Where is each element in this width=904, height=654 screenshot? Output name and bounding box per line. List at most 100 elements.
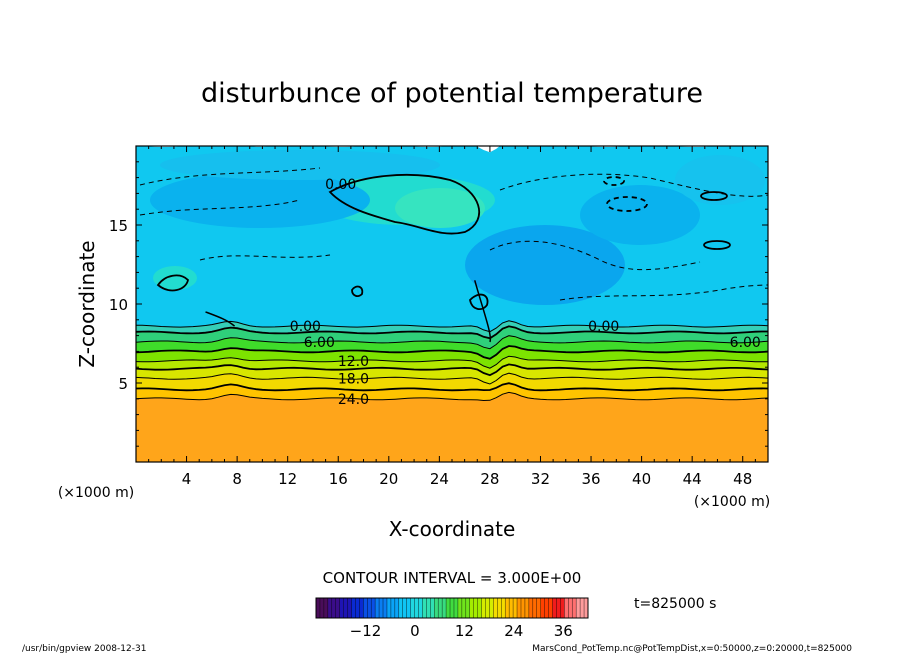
colorbar-swatch	[430, 598, 435, 618]
colorbar-swatch	[390, 598, 396, 618]
colorbar-swatch	[316, 598, 321, 618]
cool-patch-4	[160, 150, 440, 180]
colorbar-swatch	[410, 598, 415, 618]
colorbar-swatch	[497, 598, 502, 618]
colorbar-swatch	[323, 598, 329, 618]
x-tick-label: 16	[329, 470, 348, 488]
colorbar-swatch	[398, 598, 404, 618]
colorbar-swatch	[501, 598, 506, 618]
zero-oval-1	[700, 191, 728, 201]
contour-label: 12.0	[338, 354, 369, 370]
colorbar-swatch	[576, 598, 581, 618]
contour-label: 0.00	[290, 319, 321, 335]
zero-contours	[156, 173, 731, 311]
colorbar-tick-label: 24	[504, 622, 523, 640]
colorbar-swatch	[473, 598, 478, 618]
colorbar-swatch	[453, 598, 459, 618]
zero-loop-3	[351, 285, 364, 297]
colorbar-swatch	[355, 598, 360, 618]
colorbar-swatch	[513, 598, 518, 618]
colorbar-swatch	[572, 598, 577, 618]
chart-title: disturbunce of potential temperature	[201, 78, 703, 109]
colorbar-swatch	[540, 598, 545, 618]
dash-4	[489, 240, 701, 271]
colorbar-swatch	[505, 598, 510, 618]
colorbar-swatch	[363, 598, 368, 618]
colorbar-swatch	[450, 598, 455, 618]
upper-anomalies	[150, 150, 765, 305]
colorbar-swatch	[564, 598, 569, 618]
contour-label: 6.00	[730, 335, 761, 351]
contour-label: 18.0	[338, 371, 369, 387]
colorbar-swatch	[584, 598, 589, 618]
contour-line	[136, 391, 768, 402]
colorbar-swatch	[469, 598, 474, 618]
colorbar-swatch	[414, 598, 419, 618]
colorbar-swatch	[536, 598, 541, 618]
x-tick-label: 48	[733, 470, 752, 488]
x-tick-label: 8	[232, 470, 242, 488]
colorbar-swatch	[457, 598, 463, 618]
y-axis: 5 10 15	[109, 161, 768, 447]
colorbar-frame	[315, 597, 589, 619]
colorbar-swatch	[343, 598, 348, 618]
contour-line	[136, 382, 768, 392]
colorbar-swatch	[477, 598, 482, 618]
x-tick-label: 40	[632, 470, 651, 488]
colorbar-swatch	[406, 598, 411, 618]
colorbar-swatch	[339, 598, 344, 618]
zero-loop-1	[328, 173, 481, 235]
colorbar-swatch	[367, 598, 372, 618]
time-label: t=825000 s	[634, 596, 716, 612]
x-tick-label: 28	[480, 470, 499, 488]
colorbar-swatch	[442, 598, 447, 618]
y-axis-label: Z-coordinate	[75, 240, 99, 367]
colorbar-swatch	[375, 598, 380, 618]
colorbar-swatch	[359, 598, 364, 618]
colorbar-swatch	[383, 598, 388, 618]
dash-oval-1	[603, 176, 625, 186]
colorbar-swatch	[418, 598, 423, 618]
colorbar-swatch	[509, 598, 514, 618]
x-unit-right: (×1000 m)	[694, 494, 770, 510]
zero-oval-2	[703, 240, 731, 250]
colorbar-swatch	[434, 598, 439, 618]
colorbar-tick-label: 0	[410, 622, 420, 640]
zero-loop-4	[469, 293, 489, 311]
contour-lobe	[205, 311, 236, 327]
colorbar-tick-label: 12	[455, 622, 474, 640]
contour-label: 6.00	[304, 335, 335, 351]
colorbar-swatch	[319, 598, 325, 618]
dash-oval-2	[606, 196, 648, 212]
colorbar-swatch	[560, 598, 565, 618]
zero-loop-2	[156, 274, 189, 292]
colorbar-tick-label: −12	[350, 622, 382, 640]
dash-6	[559, 284, 768, 301]
colorbar-swatch	[544, 598, 549, 618]
x-tick-label: 32	[531, 470, 550, 488]
colorbar-swatch	[327, 598, 333, 618]
colorbar-swatch	[524, 598, 530, 618]
x-tick-label: 36	[581, 470, 600, 488]
cool-patch-3	[580, 185, 700, 245]
dash-1	[139, 167, 321, 186]
colorbar-swatch	[481, 598, 486, 618]
colorbar-swatch	[379, 598, 384, 618]
contour-line	[136, 335, 768, 350]
y-tick-label: 15	[109, 217, 128, 235]
footer-left: /usr/bin/gpview 2008-12-31	[22, 644, 146, 654]
colorbar-swatch	[371, 598, 376, 618]
contour-line	[136, 345, 768, 360]
colorbar-swatch	[446, 598, 451, 618]
colorbar-swatch	[461, 598, 467, 618]
colorbar	[315, 598, 589, 618]
colorbar-swatch	[426, 598, 431, 618]
colorbar-swatch	[331, 598, 337, 618]
colorbar-swatch	[556, 598, 561, 618]
colorbar-swatch	[394, 598, 400, 618]
contour-label: 24.0	[338, 392, 369, 408]
contour-line	[136, 372, 768, 385]
x-tick-label: 24	[430, 470, 449, 488]
